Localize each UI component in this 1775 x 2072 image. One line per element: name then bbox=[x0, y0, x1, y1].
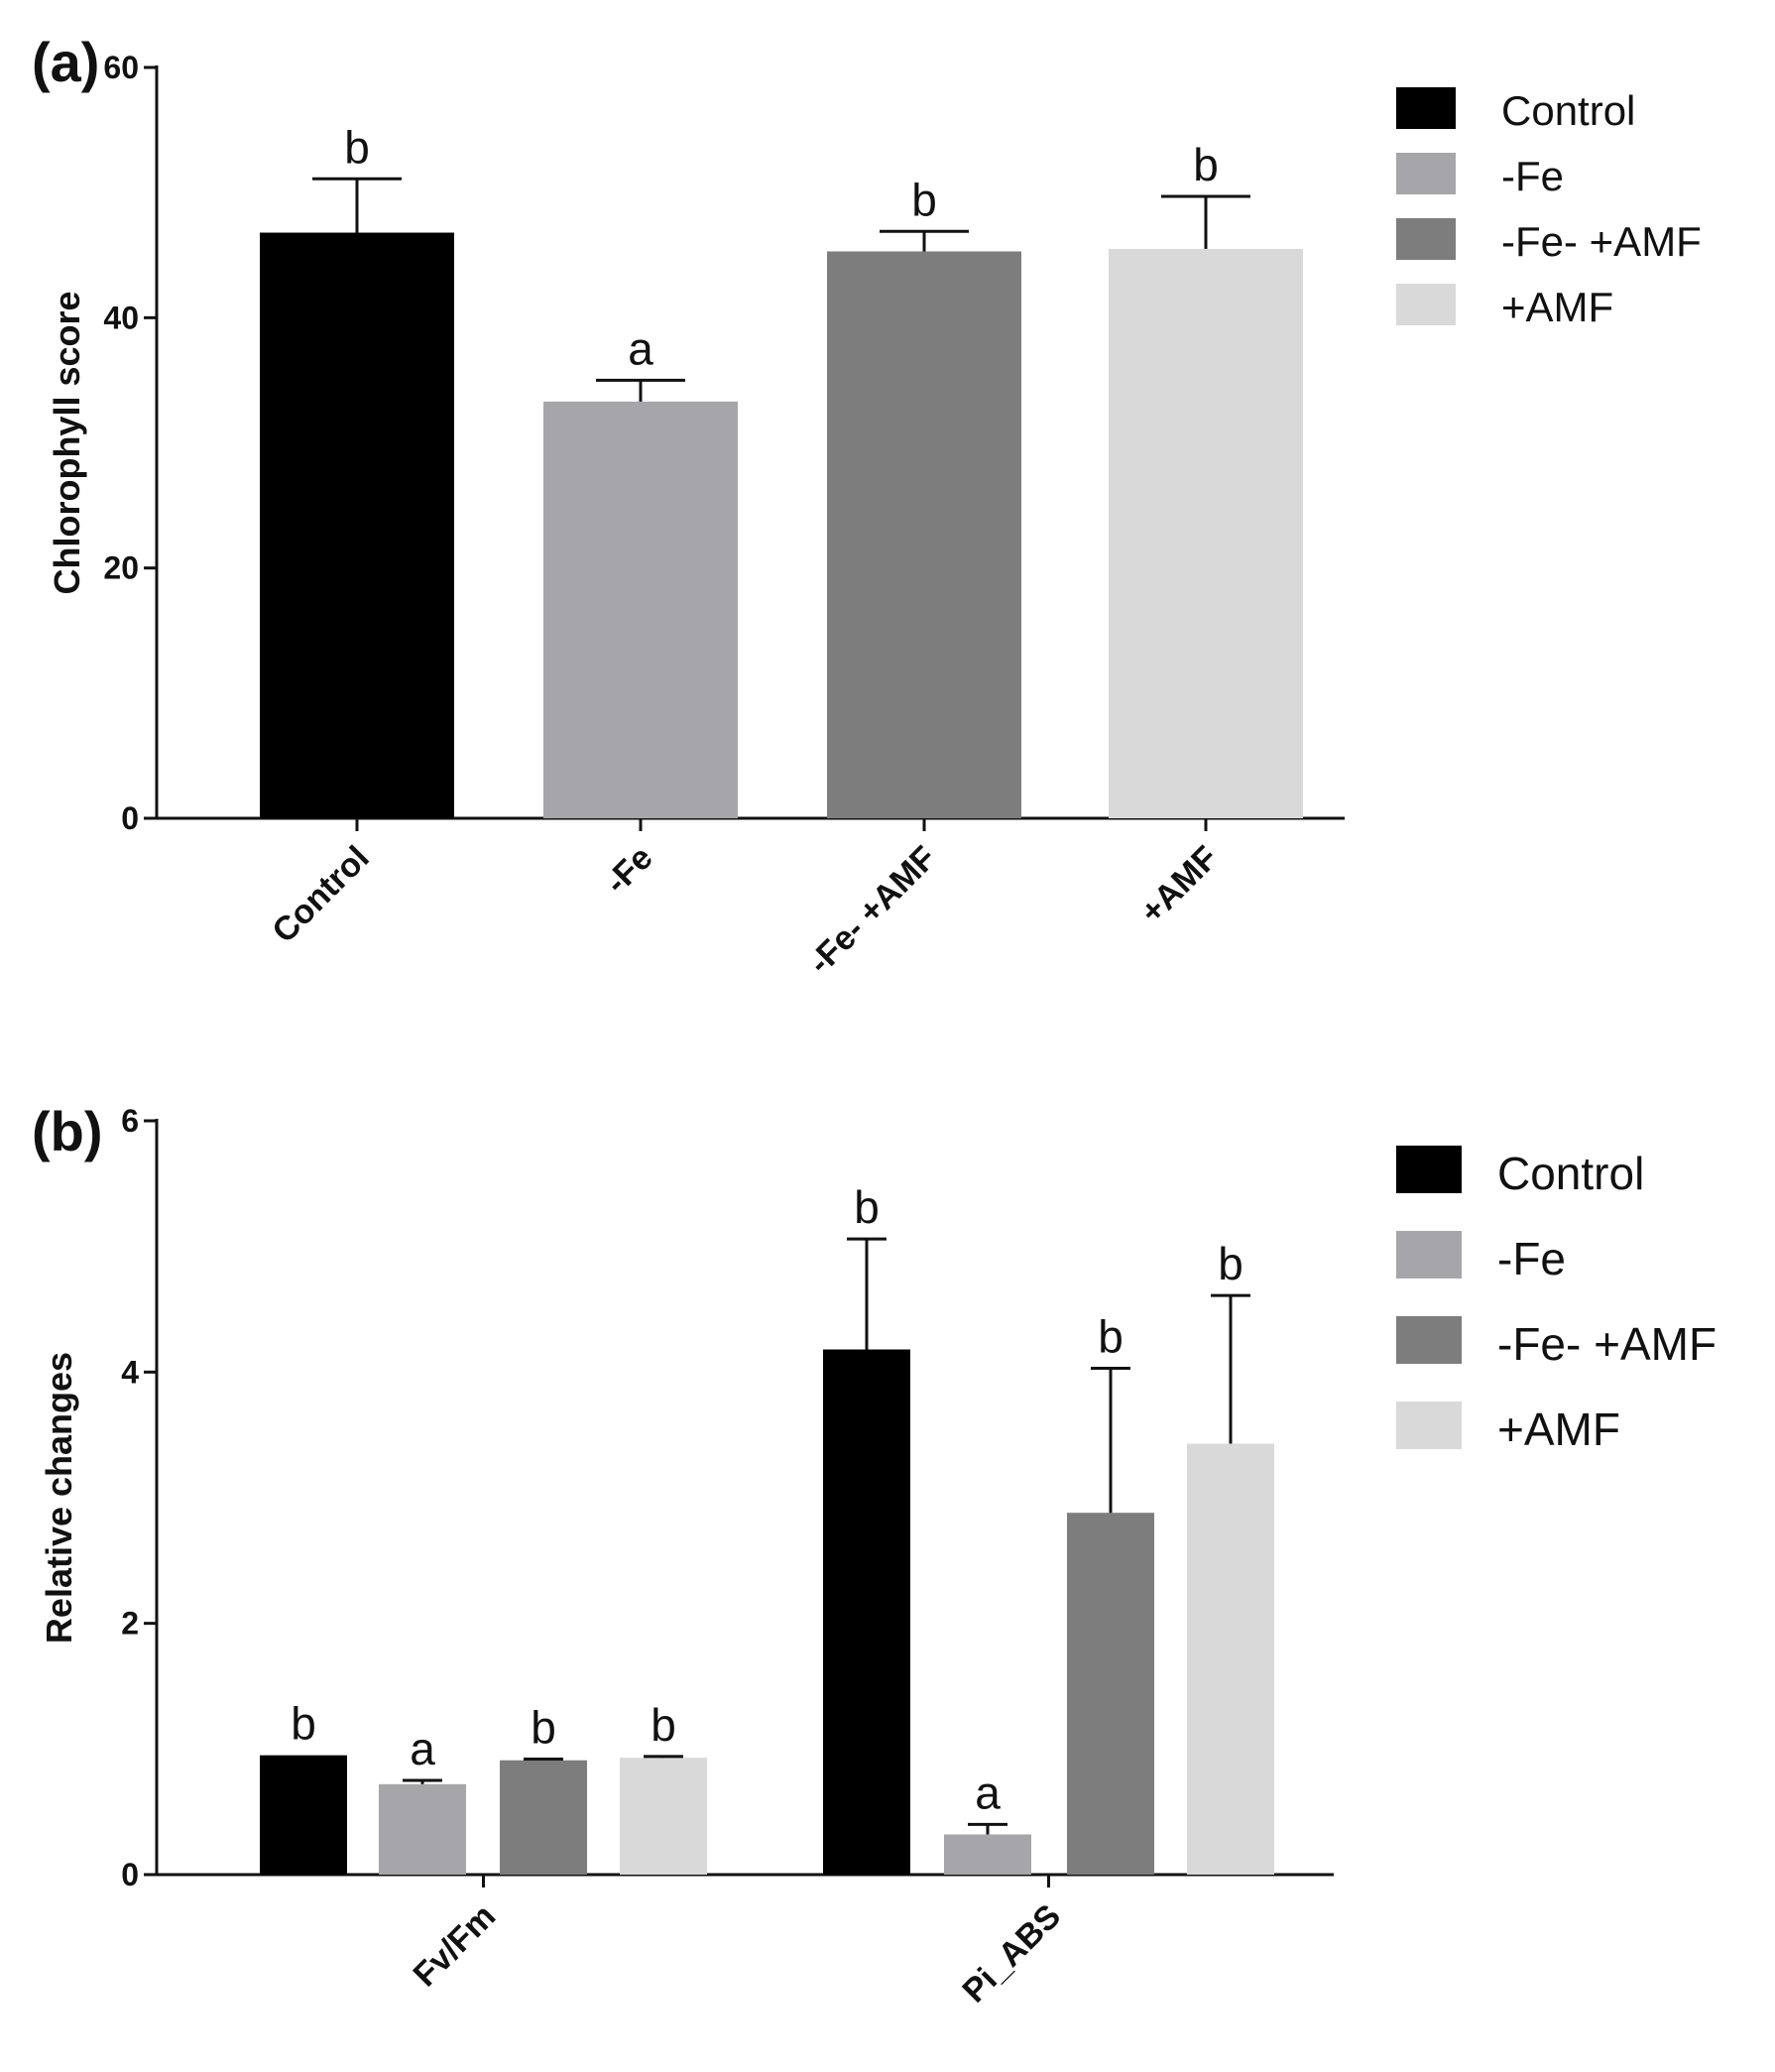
panel-label: (a) bbox=[32, 31, 99, 93]
significance-label-fv-fm-control: b bbox=[291, 1698, 316, 1750]
y-tick-label-2: 4 bbox=[121, 1354, 139, 1390]
bar-fe bbox=[543, 401, 738, 818]
legend-swatch-amf bbox=[1396, 284, 1456, 325]
legend-label-control: Control bbox=[1501, 87, 1635, 134]
significance-label-fe-amf: b bbox=[911, 174, 937, 225]
significance-label-pi-abs-fe-amf: b bbox=[1098, 1311, 1124, 1363]
bar-pi-abs-amf bbox=[1187, 1443, 1274, 1875]
bar-fv-fm-control bbox=[260, 1755, 347, 1875]
y-tick-label-3: 60 bbox=[103, 50, 139, 85]
x-category-label-fe-amf: -Fe- +AMF bbox=[801, 839, 944, 982]
bar-pi-abs-control bbox=[823, 1349, 910, 1875]
x-category-label-control: Control bbox=[265, 839, 376, 950]
bar-fv-fm-fe bbox=[379, 1783, 466, 1875]
panel-b-relative-changes-chart: 0 2 4 6 Relative changes (b) b a b b Fv/Fm b a b b Pi_A… bbox=[32, 1100, 1716, 2011]
legend-label-fe: -Fe bbox=[1497, 1233, 1566, 1284]
bar-pi-abs-fe-amf bbox=[1067, 1513, 1154, 1875]
y-tick-label-0: 0 bbox=[121, 1857, 139, 1892]
x-category-label-fv-fm: Fv/Fm bbox=[406, 1897, 503, 1995]
legend-swatch-control bbox=[1396, 87, 1456, 129]
legend-swatch-fe bbox=[1396, 1231, 1462, 1279]
legend-label-amf: +AMF bbox=[1497, 1403, 1620, 1455]
significance-label-control: b bbox=[344, 121, 370, 173]
legend-swatch-fe-amf bbox=[1396, 218, 1456, 260]
legend-label-amf: +AMF bbox=[1501, 284, 1613, 330]
y-axis-title: Relative changes bbox=[39, 1352, 79, 1644]
significance-label-fe: a bbox=[628, 322, 653, 374]
bar-fv-fm-fe-amf bbox=[500, 1760, 587, 1875]
panel-a-chlorophyll-chart: 0 20 40 60 Chlorophyll score (a) b Control a -Fe b… bbox=[32, 31, 1702, 982]
legend-label-fe: -Fe bbox=[1501, 153, 1564, 199]
significance-label-amf: b bbox=[1193, 139, 1219, 190]
significance-label-pi-abs-amf: b bbox=[1218, 1238, 1243, 1289]
y-axis-title: Chlorophyll score bbox=[47, 291, 87, 594]
y-tick-label-3: 6 bbox=[121, 1103, 139, 1139]
bar-pi-abs-fe bbox=[944, 1834, 1031, 1875]
significance-label-pi-abs-control: b bbox=[854, 1181, 880, 1233]
legend-swatch-control bbox=[1396, 1146, 1462, 1193]
x-category-label-fe: -Fe bbox=[598, 839, 660, 902]
x-category-label-pi-abs: Pi_ABS bbox=[955, 1897, 1068, 2011]
significance-label-fv-fm-fe-amf: b bbox=[531, 1701, 556, 1753]
significance-label-fv-fm-amf: b bbox=[651, 1699, 676, 1751]
legend-swatch-fe-amf bbox=[1396, 1316, 1462, 1364]
y-tick-label-2: 40 bbox=[103, 300, 139, 335]
legend-swatch-amf bbox=[1396, 1402, 1462, 1449]
y-tick-label-1: 2 bbox=[121, 1606, 139, 1642]
bar-fv-fm-amf bbox=[620, 1758, 707, 1875]
bar-fe-amf bbox=[827, 251, 1021, 819]
panel-label: (b) bbox=[32, 1100, 103, 1162]
legend-label-fe-amf: -Fe- +AMF bbox=[1497, 1318, 1716, 1370]
legend-label-fe-amf: -Fe- +AMF bbox=[1501, 218, 1702, 265]
bar-amf bbox=[1109, 248, 1303, 819]
bar-control bbox=[260, 232, 454, 819]
y-tick-label-0: 0 bbox=[121, 800, 139, 836]
y-tick-label-1: 20 bbox=[103, 550, 139, 586]
x-category-label-amf: +AMF bbox=[1133, 839, 1226, 931]
legend-swatch-fe bbox=[1396, 153, 1456, 194]
significance-label-fv-fm-fe: a bbox=[410, 1723, 435, 1774]
legend-label-control: Control bbox=[1497, 1148, 1644, 1199]
significance-label-pi-abs-fe: a bbox=[975, 1767, 1001, 1818]
